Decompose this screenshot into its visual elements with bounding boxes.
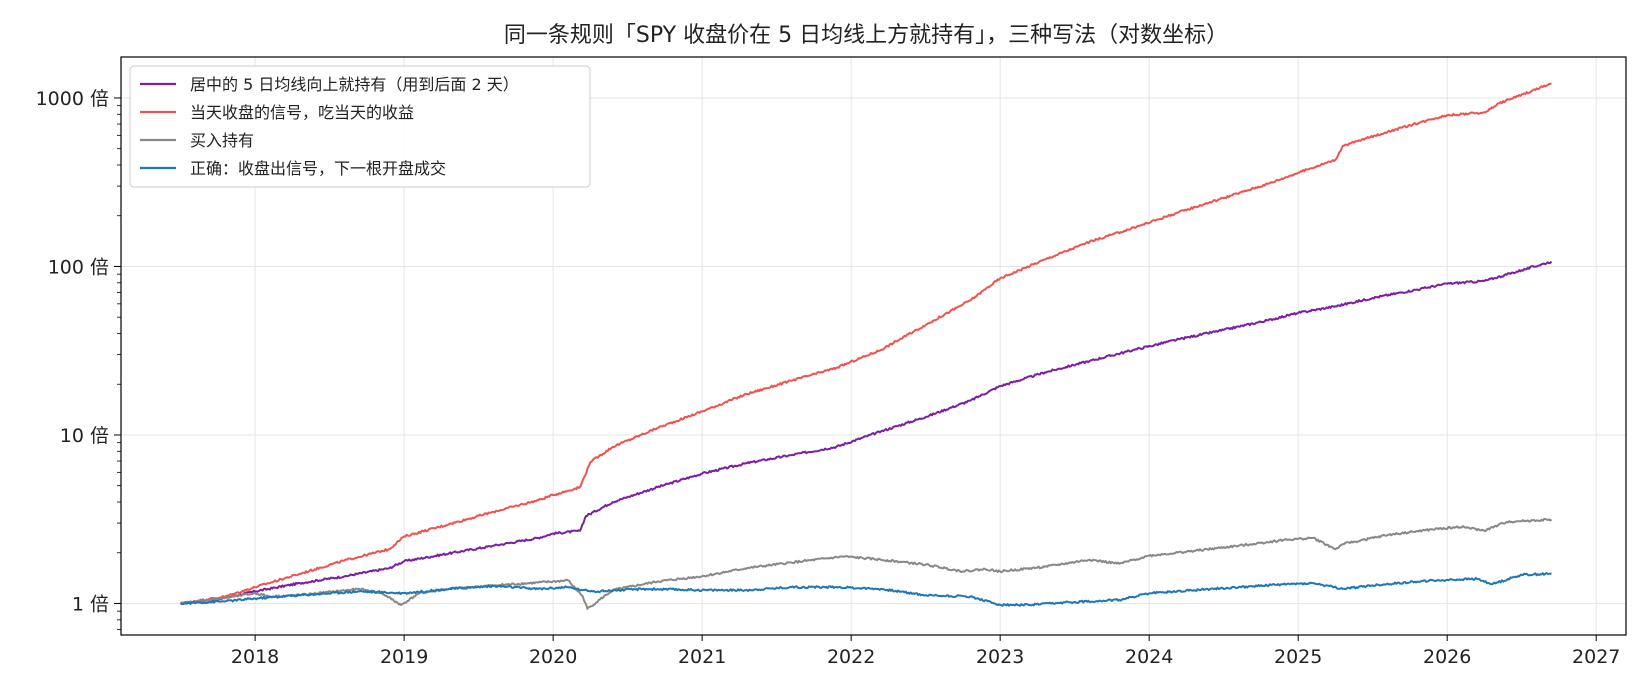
series-line [180,518,1553,610]
y-tick-label: 100 倍 [48,256,109,278]
y-tick-label: 10 倍 [60,425,109,447]
series-line [179,260,1553,605]
plot-frame [120,56,1627,636]
x-axis-ticks: 2018 2019 2020 2021 2022 2023 2024 2025 2026 2027 [231,635,1620,668]
legend: 居中的 5 日均线向上就持有（用到后面 2 天） 当天收盘的信号，吃当天的收益买入… [129,65,591,188]
series-line [180,82,1552,605]
y-tick-label: 1000 倍 [36,88,109,110]
legend-items: 居中的 5 日均线向上就持有（用到后面 2 天） 当天收盘的信号，吃当天的收益买入… [140,75,519,178]
x-tick-label: 2024 [1125,646,1173,668]
legend-label: 当天收盘的信号，吃当天的收益 [190,103,414,122]
legend-label: 居中的 5 日均线向上就持有（用到后面 2 天） [190,75,519,94]
series-line [180,572,1552,607]
x-tick-label: 2019 [380,646,428,668]
x-tick-label: 2021 [678,646,726,668]
y-axis-ticks: 1 倍 10 倍 100 倍 1000 倍 [36,88,121,615]
x-tick-label: 2022 [827,646,875,668]
minor-tick-layer [117,105,121,630]
x-tick-label: 2023 [976,646,1024,668]
x-tick-label: 2027 [1572,646,1620,668]
x-tick-label: 2018 [231,646,279,668]
legend-box [129,65,591,188]
series-layer [179,82,1553,610]
x-tick-label: 2026 [1423,646,1471,668]
x-tick-label: 2025 [1274,646,1322,668]
chart-title: 同一条规则「SPY 收盘价在 5 日均线上方就持有」，三种写法（对数坐标） [504,23,1228,48]
legend-label: 买入持有 [190,131,254,150]
legend-label: 正确：收盘出信号，下一根开盘成交 [190,159,446,178]
x-tick-label: 2020 [529,646,577,668]
y-tick-label: 1 倍 [72,593,109,615]
